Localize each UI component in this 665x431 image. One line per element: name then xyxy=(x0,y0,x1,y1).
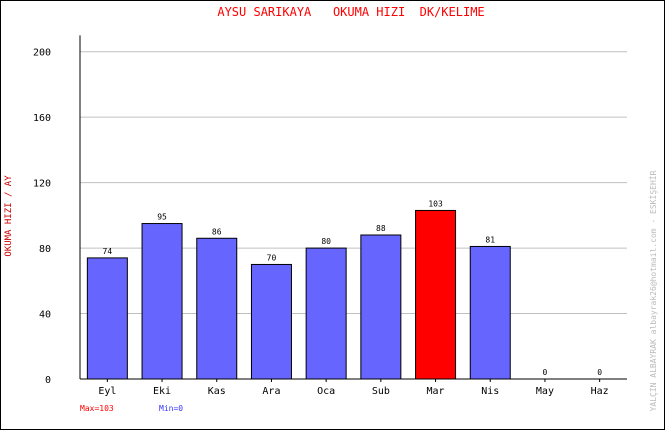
chart-title: AYSU SARIKAYA OKUMA HIZI DK/KELIME xyxy=(217,5,484,19)
bar-nis xyxy=(469,245,511,380)
y-tick-label: 120 xyxy=(33,179,51,190)
x-tick-labels: Eyl Eki Kas Ara Oca Sub Mar Nis May Haz xyxy=(98,379,609,397)
bar-eyl xyxy=(86,257,128,380)
value-label: 95 xyxy=(157,213,167,222)
bar-sub xyxy=(360,234,402,380)
x-tick-label: May xyxy=(536,386,554,397)
side-credit: YALÇIN ALBAYRAK albayrak26@hotmail.com -… xyxy=(648,170,658,411)
x-tick-label: Mar xyxy=(427,386,445,397)
value-label: 88 xyxy=(376,224,386,233)
y-tick-labels: 0 40 80 120 160 200 xyxy=(33,48,51,386)
bar-ara xyxy=(250,263,292,380)
y-tick-label: 160 xyxy=(33,113,51,124)
y-tick-label: 200 xyxy=(33,48,51,59)
y-tick-label: 80 xyxy=(39,244,51,255)
y-tick-label: 0 xyxy=(45,375,51,386)
bars xyxy=(86,209,511,380)
x-tick-label: Eyl xyxy=(98,386,116,397)
value-label: 0 xyxy=(597,368,602,377)
x-tick-label: Nis xyxy=(481,386,499,397)
bar-oca xyxy=(305,247,347,380)
x-tick-label: Kas xyxy=(208,386,226,397)
bar-kas xyxy=(196,237,238,380)
max-label: Max=103 xyxy=(80,404,114,413)
x-tick-label: Haz xyxy=(591,386,609,397)
min-label: Min=0 xyxy=(159,404,183,413)
bar-eki xyxy=(141,223,183,380)
x-tick-label: Eki xyxy=(153,386,171,397)
value-labels: 74 95 86 70 80 88 103 81 0 0 xyxy=(103,199,603,377)
x-tick-label: Sub xyxy=(372,386,390,397)
value-label: 86 xyxy=(212,227,222,236)
x-tick-label: Ara xyxy=(262,386,280,397)
y-tick-label: 40 xyxy=(39,310,51,321)
bar-mar xyxy=(415,209,457,380)
value-label: 0 xyxy=(543,368,548,377)
value-label: 103 xyxy=(428,199,443,208)
y-axis-label: OKUMA HIZI / AY xyxy=(4,175,14,257)
x-tick-label: Oca xyxy=(317,386,335,397)
value-label: 70 xyxy=(267,253,277,262)
value-label: 74 xyxy=(103,247,113,256)
value-label: 80 xyxy=(321,237,331,246)
value-label: 81 xyxy=(485,235,495,244)
